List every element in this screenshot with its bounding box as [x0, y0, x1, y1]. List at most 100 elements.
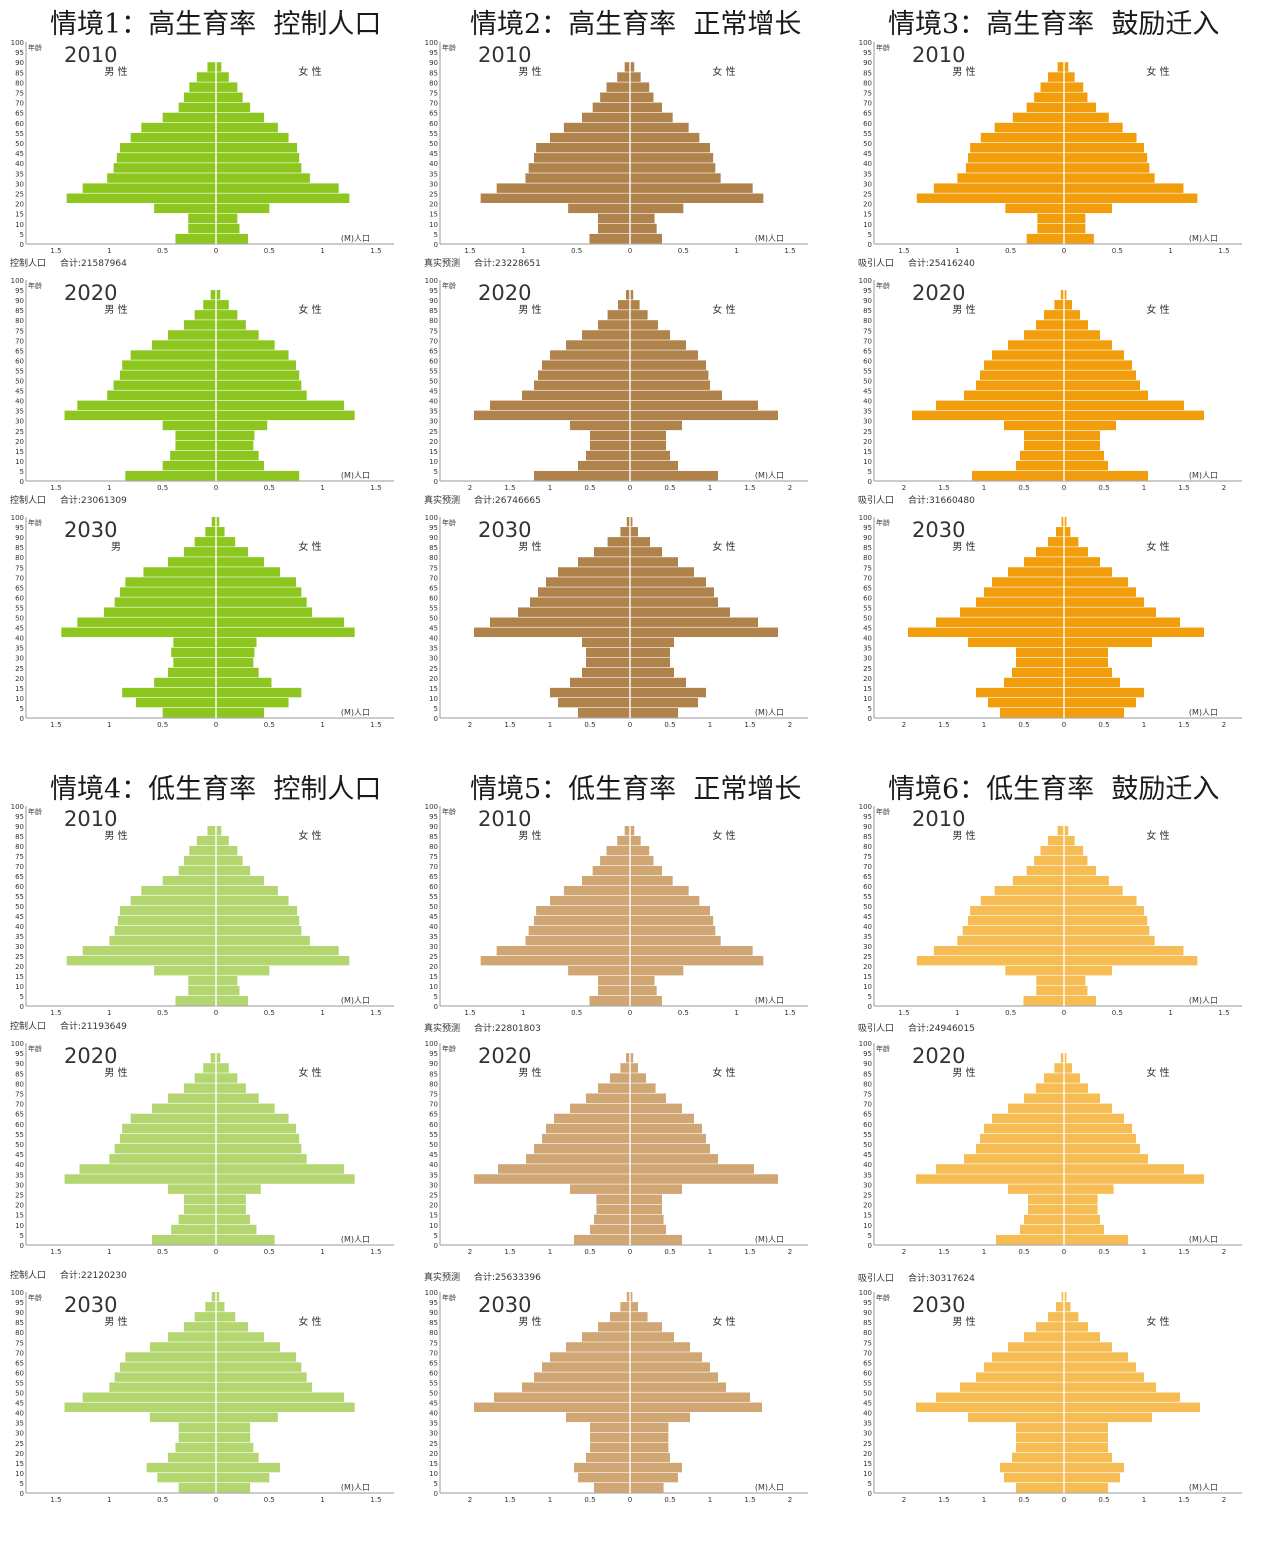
male-bar [996, 1234, 1064, 1245]
female-bar [630, 1452, 670, 1463]
female-bar [216, 223, 240, 234]
male-bar [82, 1392, 217, 1402]
female-bar [630, 926, 716, 936]
female-bar [1064, 1154, 1148, 1164]
x-tick-label: 1 [708, 721, 712, 729]
male-bar [598, 976, 630, 986]
age-tick-label: 55 [15, 130, 24, 138]
age-tick-label: 35 [15, 408, 24, 416]
age-tick-label: 90 [863, 823, 872, 831]
female-bar [216, 1073, 238, 1083]
age-tick-label: 50 [863, 1141, 872, 1149]
male-bar [976, 380, 1064, 390]
age-tick-label: 10 [15, 1222, 24, 1230]
population-pyramid-chart: 0510152025303540455055606570758085909510… [11, 803, 394, 1017]
age-tick-label: 100 [859, 39, 872, 47]
x-tick-label: 1.5 [1218, 247, 1229, 255]
female-bar [630, 1174, 778, 1184]
x-tick-label: 1.5 [1178, 721, 1189, 729]
age-tick-label: 30 [15, 655, 24, 663]
male-bar [1061, 1292, 1064, 1302]
female-bar [630, 1372, 718, 1382]
age-tick-label: 100 [425, 1289, 438, 1297]
male-bar [498, 1164, 630, 1174]
age-tick-label: 95 [429, 813, 438, 821]
scenario-total: 合计:30317624 [908, 1274, 975, 1284]
x-tick-label: 0.5 [584, 1496, 595, 1504]
male-bar [1060, 1053, 1064, 1063]
male-bar [600, 856, 630, 866]
male-bar [598, 1322, 630, 1332]
female-bar [216, 1322, 248, 1332]
age-tick-label: 25 [863, 191, 872, 199]
scenario-total-note: 真实预测 合计:25633396 [424, 1270, 555, 1283]
female-bar [630, 300, 640, 310]
male-bar [130, 1113, 216, 1124]
female-bar [216, 1332, 264, 1342]
age-axis-label: 年龄 [442, 43, 456, 52]
male-bar [968, 1412, 1064, 1423]
x-tick-label: 0.5 [1112, 247, 1123, 255]
age-tick-label: 40 [15, 398, 24, 406]
male-bar [617, 836, 630, 846]
male-bar [1004, 677, 1064, 688]
x-tick-label: 0.5 [1018, 1496, 1029, 1504]
female-bar [630, 1083, 656, 1093]
x-tick-label: 1.5 [50, 1248, 61, 1256]
age-tick-label: 60 [429, 1121, 438, 1129]
female-bar [216, 143, 298, 153]
female-bar [1064, 122, 1123, 133]
x-tick-label: 1.5 [744, 484, 755, 492]
male-bar [1024, 557, 1064, 567]
female-bar [630, 677, 686, 688]
age-tick-label: 50 [429, 378, 438, 386]
age-tick-label: 25 [429, 1440, 438, 1448]
female-bar [216, 1194, 246, 1204]
female-bar [630, 92, 654, 102]
x-tick-label: 1 [1142, 721, 1146, 729]
female-bar [216, 517, 220, 527]
age-tick-label: 30 [15, 418, 24, 426]
age-tick-label: 75 [429, 564, 438, 572]
age-tick-label: 100 [11, 1289, 24, 1297]
female-bar [1064, 360, 1132, 370]
male-bar [1016, 657, 1064, 668]
age-tick-label: 40 [429, 1410, 438, 1418]
age-tick-label: 50 [429, 615, 438, 623]
x-tick-label: 2 [788, 721, 792, 729]
x-tick-label: 0.5 [157, 1496, 168, 1504]
female-bar [216, 906, 298, 916]
x-tick-label: 2 [902, 721, 906, 729]
male-bar [578, 707, 630, 718]
male-bar [624, 826, 630, 836]
male-label: 男 性 [518, 65, 541, 78]
unit-label: (M)人口 [755, 1483, 784, 1492]
age-tick-label: 0 [20, 1490, 24, 1498]
female-bar [1064, 290, 1067, 300]
female-bar [216, 647, 255, 658]
x-tick-label: 1 [1142, 484, 1146, 492]
male-bar [618, 300, 630, 310]
male-label: 男 性 [518, 1066, 541, 1079]
male-bar [194, 1312, 216, 1322]
female-bar [630, 896, 700, 906]
female-bar [630, 846, 650, 856]
female-bar [630, 547, 662, 557]
male-bar [168, 330, 216, 340]
female-bar [216, 1184, 261, 1194]
male-bar [590, 1224, 630, 1235]
male-bar [162, 876, 216, 886]
female-bar [1064, 856, 1088, 866]
female-bar [1064, 390, 1148, 400]
age-tick-label: 100 [859, 803, 872, 811]
female-bar [1064, 527, 1071, 537]
age-tick-label: 30 [429, 1430, 438, 1438]
age-tick-label: 40 [863, 398, 872, 406]
male-label: 男 性 [952, 1315, 975, 1328]
age-tick-label: 20 [863, 1450, 872, 1458]
age-tick-label: 30 [429, 418, 438, 426]
age-tick-label: 40 [15, 160, 24, 168]
x-tick-label: 1 [1142, 1496, 1146, 1504]
female-bar [216, 876, 264, 886]
age-axis-label: 年龄 [28, 518, 42, 527]
